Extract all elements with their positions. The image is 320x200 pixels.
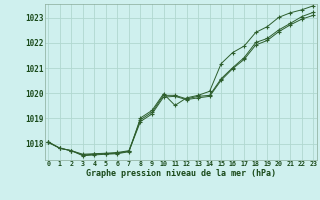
X-axis label: Graphe pression niveau de la mer (hPa): Graphe pression niveau de la mer (hPa) xyxy=(86,169,276,178)
